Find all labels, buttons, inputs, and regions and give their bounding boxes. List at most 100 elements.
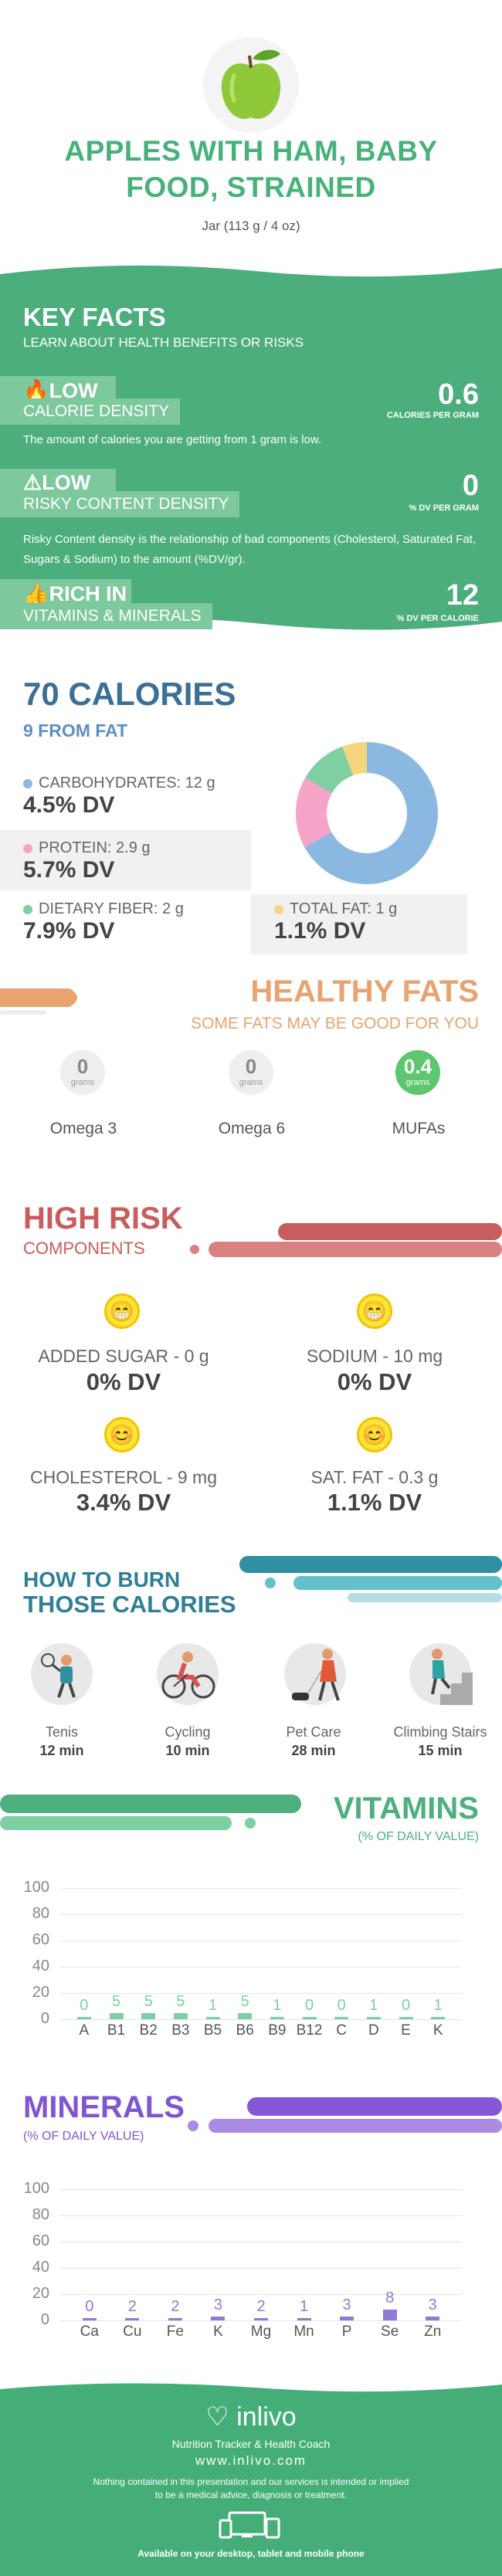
minerals-gridline (60, 2320, 462, 2321)
minerals-value-label: 0 (74, 2298, 105, 2316)
cholesterol-label: CHOLESTEROL - 9 mg (0, 1467, 247, 1488)
calorie-density-unit: CALORIES PER GRAM (387, 411, 479, 420)
minerals-x-label: Mg (246, 2323, 276, 2340)
vitamins-bar-b3 (174, 2013, 188, 2020)
cholesterol-face-icon: 😊 (104, 1417, 140, 1452)
minerals-y-tick: 60 (19, 2232, 49, 2250)
minerals-bar-zn (426, 2317, 439, 2320)
vitamins-value-label: 0 (391, 1997, 422, 2015)
vitamins-x-label: B6 (229, 2022, 260, 2039)
vitamins-bar-k (431, 2017, 445, 2019)
vitamins-bar-b1 (110, 2013, 124, 2020)
sodium-face-icon: 😁 (357, 1293, 392, 1329)
minerals-value-label: 1 (289, 2298, 320, 2316)
vitamins-value-label: 0 (294, 1997, 325, 2015)
mufas-circle: 0.4 grams (395, 1050, 440, 1095)
vitamins-value-label: 1 (358, 1997, 389, 2015)
stairs-icon (409, 1643, 471, 1705)
rich-in-label: VITAMINS & MINERALS (0, 603, 212, 629)
risky-content-label: RISKY CONTENT DENSITY (0, 491, 239, 517)
fat-legend-dot (274, 905, 283, 914)
minerals-bar-ca (83, 2318, 97, 2320)
high-risk-decoration (178, 1219, 502, 1265)
footer-logo: ♡ inlivo (0, 2401, 502, 2432)
vitamins-bar-a (77, 2017, 91, 2019)
pet-care-label: Pet Care (252, 1724, 375, 1740)
protein-legend-dot (23, 844, 32, 853)
climbing-stairs-label: Climbing Stairs (378, 1724, 502, 1740)
donut-slice-protein (311, 785, 318, 839)
vitamins-bar-b5 (206, 2017, 220, 2019)
minerals-gridline (60, 2189, 462, 2190)
minerals-gridline (60, 2268, 462, 2269)
vitamins-gridline (60, 1940, 462, 1941)
rich-in-unit: % DV PER CALORIE (397, 614, 479, 623)
vitamins-value-label: 5 (165, 1993, 196, 2011)
vitamins-decoration (0, 1790, 324, 1836)
calorie-density-desc: The amount of calories you are getting f… (23, 430, 479, 450)
vitamins-x-label: B5 (198, 2022, 229, 2039)
minerals-x-label: Se (375, 2323, 405, 2340)
rich-in-value: 12 (446, 579, 479, 612)
nutrient-fiber: DIETARY FIBER: 2 g 7.9% DV (23, 900, 184, 944)
omega6-circle: 0 grams (229, 1050, 273, 1095)
minerals-chart: 0 20 40 60 80 100 0 Ca 2 Cu 2 Fe 3 K 2 Mg 1 Mn 3 P 8 Se 3 Zn (0, 2178, 502, 2340)
minerals-value-label: 3 (202, 2296, 233, 2314)
calorie-density-label: CALORIE DENSITY (0, 398, 180, 425)
apple-image (203, 37, 299, 133)
risky-content-unit: % DV PER GRAM (409, 503, 479, 513)
calorie-density-value: 0.6 (438, 378, 479, 412)
high-risk-title: HIGH RISK (23, 1202, 183, 1236)
climbing-stairs-minutes: 15 min (378, 1743, 502, 1759)
nutrient-fat: TOTAL FAT: 1 g 1.1% DV (274, 900, 397, 944)
minerals-y-tick: 100 (19, 2180, 49, 2198)
sodium-label: SODIUM - 10 mg (251, 1346, 498, 1367)
minerals-x-label: P (331, 2323, 362, 2340)
carbs-legend-dot (23, 779, 32, 788)
vitamins-value-label: 5 (101, 1993, 132, 2011)
serving-size: Jar (113 g / 4 oz) (0, 219, 502, 234)
tennis-icon (31, 1643, 93, 1705)
minerals-bar-fe (168, 2318, 182, 2320)
minerals-x-label: Mn (289, 2323, 320, 2340)
vitamins-subtitle: (% OF DAILY VALUE) (358, 1830, 479, 1844)
devices-icon (219, 2511, 283, 2539)
vitamins-title: VITAMINS (334, 1791, 479, 1826)
vitamins-x-label: B3 (165, 2022, 196, 2039)
minerals-y-tick: 40 (19, 2259, 49, 2276)
vitamins-bar-b12 (303, 2017, 317, 2019)
vitamins-x-label: B2 (133, 2022, 164, 2039)
cycling-icon (157, 1643, 219, 1705)
fiber-legend-dot (23, 905, 32, 914)
minerals-value-label: 3 (417, 2296, 448, 2314)
burn-decoration (209, 1548, 502, 1606)
vitamins-gridline (60, 1914, 462, 1915)
added-sugar-face-icon: 😁 (104, 1293, 140, 1329)
sat-fat-label: SAT. FAT - 0.3 g (251, 1467, 498, 1488)
added-sugar-label: ADDED SUGAR - 0 g (0, 1346, 247, 1367)
minerals-decoration (178, 2093, 502, 2147)
cycling-label: Cycling (126, 1724, 249, 1740)
vitamins-value-label: 5 (133, 1993, 164, 2011)
minerals-x-label: Ca (74, 2323, 105, 2340)
calories-donut-chart (293, 740, 440, 886)
vitamins-gridline (60, 2019, 462, 2020)
key-facts-subtitle: LEARN ABOUT HEALTH BENEFITS OR RISKS (23, 335, 304, 351)
minerals-subtitle: (% OF DAILY VALUE) (23, 2130, 144, 2144)
key-facts-title: KEY FACTS (23, 303, 166, 332)
vitamins-chart: 0 20 40 60 80 100 0 A 5 B1 5 B2 5 B3 1 B5 5 B6 1 B9 0 B12 0 C 1 D… (0, 1876, 502, 2039)
minerals-bar-p (340, 2317, 354, 2320)
burn-title-line2: THOSE CALORIES (23, 1591, 236, 1618)
vitamins-value-label: 1 (262, 1997, 293, 2015)
vitamins-x-label: B12 (294, 2022, 325, 2039)
minerals-y-tick: 0 (19, 2311, 49, 2329)
footer-url[interactable]: www.inlivo.com (0, 2453, 502, 2469)
footer-disclaimer-1: Nothing contained in this presentation a… (0, 2476, 502, 2487)
sat-fat-dv: 1.1% DV (251, 1489, 498, 1517)
healthy-fats-subtitle: SOME FATS MAY BE GOOD FOR YOU (191, 1015, 479, 1033)
burn-title-line1: HOW TO BURN (23, 1568, 180, 1592)
omega3-label: Omega 3 (22, 1120, 145, 1138)
vitamins-y-tick: 20 (19, 1984, 49, 2001)
vitamins-value-label: 1 (422, 1997, 453, 2015)
vitamins-value-label: 1 (198, 1997, 229, 2015)
